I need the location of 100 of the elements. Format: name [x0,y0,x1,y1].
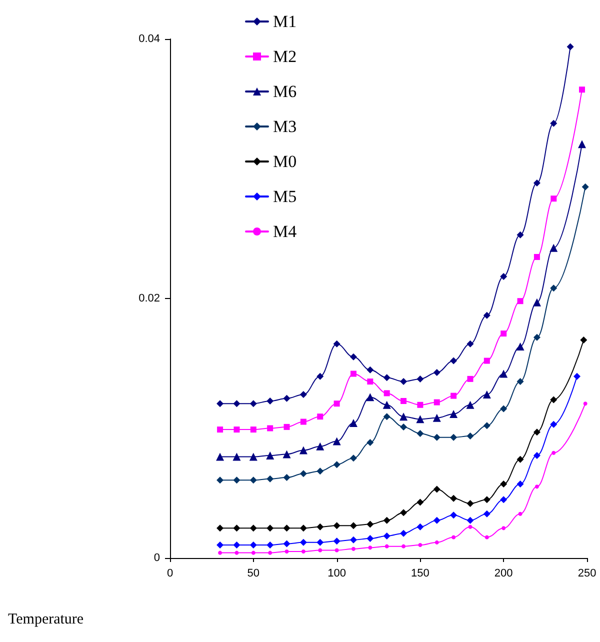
point [580,336,588,344]
point [516,231,524,238]
point [383,413,390,420]
point [383,532,390,540]
point [432,414,441,422]
point [366,439,374,446]
point [483,312,490,319]
point [351,546,356,551]
point [533,334,540,341]
point [466,500,474,508]
point [500,330,507,337]
point [266,451,274,460]
point [417,402,424,408]
point [367,378,374,385]
point [268,550,272,555]
point [434,540,439,544]
legend-label: M1 [273,12,297,31]
point [416,430,424,437]
point [400,509,408,516]
point [332,437,341,446]
legend-label: M5 [273,187,297,206]
point [216,542,224,549]
point [350,454,357,462]
point [216,452,224,461]
point [350,522,357,530]
point [283,394,290,402]
y-tick-label: 0.02 [138,292,160,304]
point [550,196,557,202]
point [216,524,224,532]
point [468,524,472,529]
point [317,414,324,420]
point [433,516,440,524]
point [266,524,274,532]
point [233,524,240,532]
point [284,424,290,430]
point [483,496,490,504]
point [500,496,508,504]
point [300,470,307,478]
point [249,452,258,461]
point [366,393,374,402]
point [400,423,408,430]
point [452,535,456,540]
point [416,498,424,506]
point [466,400,474,409]
point [534,254,540,260]
point [552,450,556,455]
point [400,398,407,404]
point [400,530,408,537]
point [450,357,458,364]
point [250,426,256,433]
point [283,474,290,482]
x-tick-label: 100 [328,568,346,580]
point [382,400,391,409]
point [418,543,422,548]
x-tick-label: 0 [166,568,174,580]
point [532,298,541,306]
point [384,544,389,548]
point [318,548,322,552]
point [349,419,358,428]
point [334,548,339,552]
point [283,524,290,532]
x-tick-label: 250 [578,568,596,580]
point [400,412,408,421]
point [300,391,307,398]
point [500,370,508,378]
point [466,432,474,440]
point [233,476,240,484]
point [316,523,324,530]
point [266,475,274,482]
point [500,405,508,412]
point [573,372,580,380]
point [301,550,306,554]
point [566,43,574,50]
point [316,372,324,380]
point [333,340,340,348]
point [433,434,440,441]
point [550,420,558,428]
point [334,400,340,407]
point [484,535,489,540]
point [384,390,390,396]
point [517,298,524,304]
point [583,402,588,406]
point [368,546,372,550]
legend-label: M4 [273,222,298,241]
point [232,452,241,461]
point [283,540,290,548]
point [516,456,524,463]
point [316,468,324,475]
point [578,86,585,93]
point [350,370,356,377]
point [450,494,458,502]
legend-label: M2 [273,47,297,66]
point [216,476,224,484]
point [300,524,307,532]
point [433,486,440,493]
point [516,480,524,488]
point [267,425,274,432]
point [533,180,540,187]
point [250,542,257,549]
point [217,426,224,433]
